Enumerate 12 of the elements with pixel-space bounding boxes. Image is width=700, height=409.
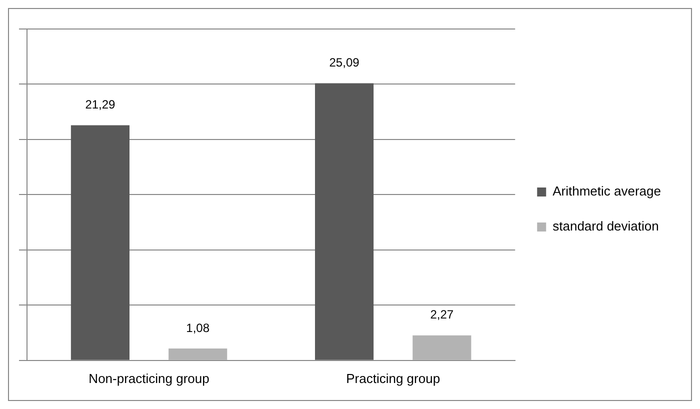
legend-label: Arithmetic average [552,184,662,199]
x-tick-label: Non-practicing group [88,370,210,386]
data-label: 2,27 [430,308,454,322]
data-label: 25,09 [329,56,360,70]
bar [168,348,228,360]
x-tick-label: Practicing group [346,370,440,386]
bar [314,83,374,360]
data-label: 1,08 [186,320,210,335]
bar [412,335,472,360]
legend-label: standard deviation [552,218,659,234]
data-label: 21,29 [85,98,116,112]
bar [70,125,130,360]
